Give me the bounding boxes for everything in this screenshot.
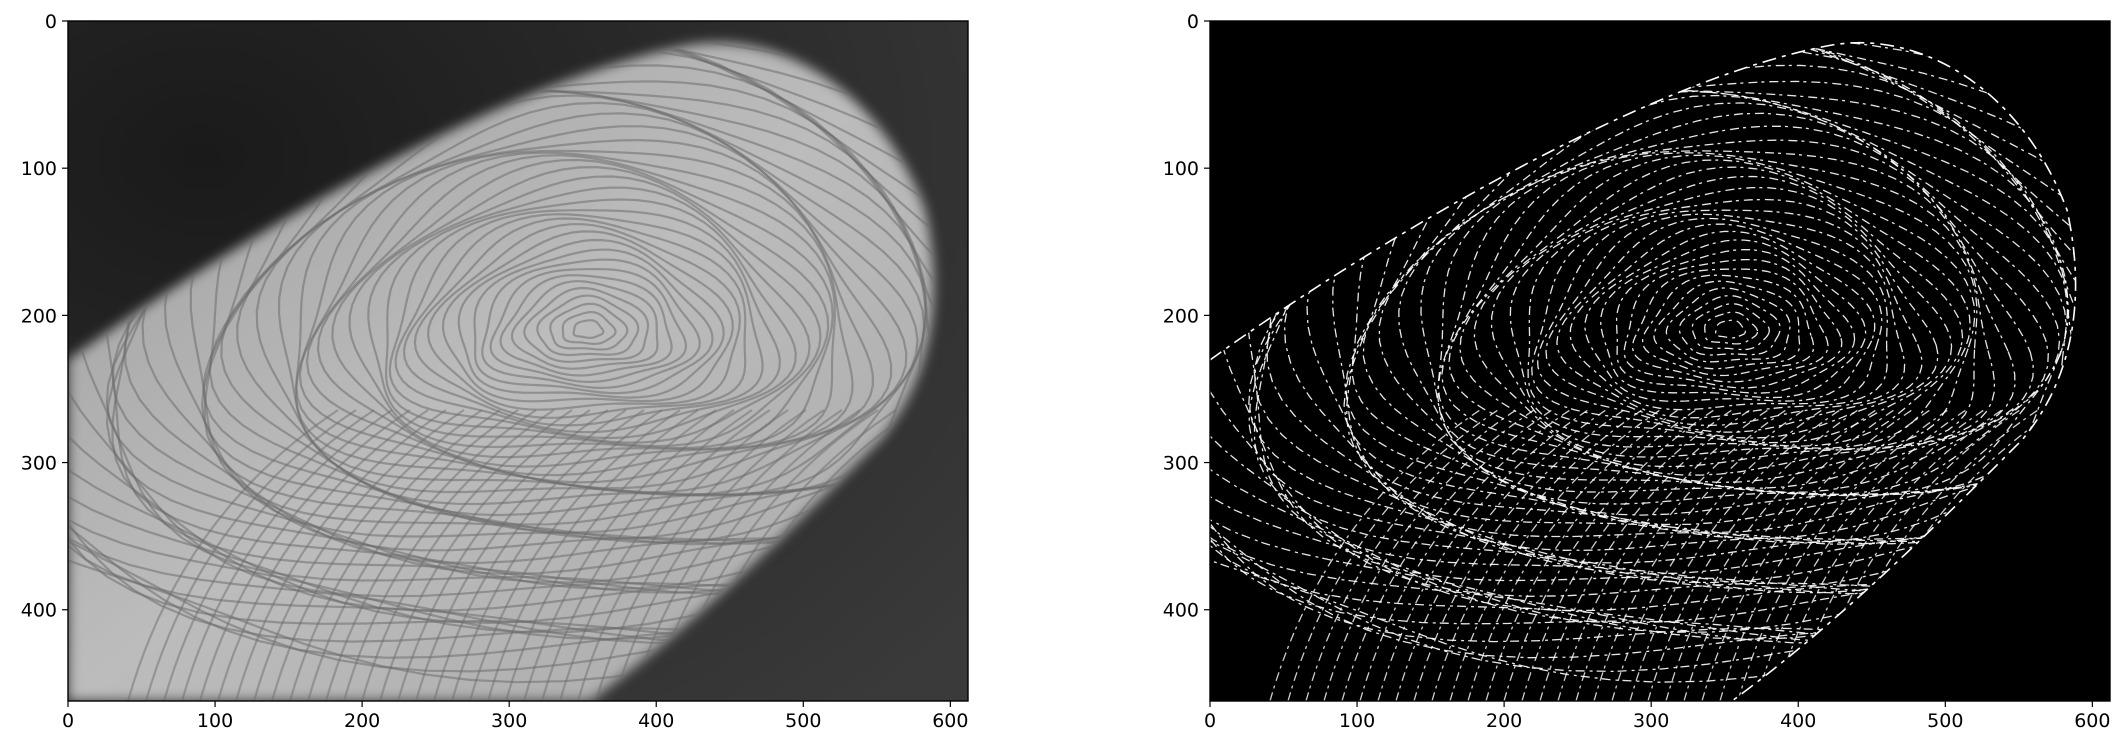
right-x-tick-label: 300 [1633,710,1669,732]
left-x-tick-label: 0 [62,710,74,732]
right-x-tick-label: 600 [2074,710,2110,732]
right-y-tick-label: 0 [1187,11,1199,33]
left-y-tick-label: 100 [21,158,57,180]
right-x-tick-label: 200 [1486,710,1522,732]
left-y-tick-label: 300 [21,453,57,475]
right-x-tick-label: 500 [1927,710,1963,732]
left-x-tick-label: 300 [491,710,527,732]
right-y-tick-label: 200 [1163,305,1199,327]
edges-background [1210,21,2110,701]
left-x-tick-label: 400 [638,710,674,732]
right-y-tick-label: 300 [1163,453,1199,475]
left-y-tick-label: 400 [21,600,57,622]
left-x-tick-label: 500 [785,710,821,732]
left-y-tick-label: 0 [45,11,57,33]
left-x-tick-label: 100 [197,710,233,732]
grayscale-fingerprint-photo: 0 100 200 300 400 500 600 0 100 200 300 400 [0,0,1236,732]
right-y-tick-label: 100 [1163,158,1199,180]
right-x-tick-label: 400 [1780,710,1816,732]
edge-detection-result: 0 100 200 300 400 500 600 0 100 200 300 400 [1054,0,2126,732]
right-x-tick-label: 0 [1204,710,1216,732]
right-y-tick-label: 400 [1163,600,1199,622]
left-x-tick-label: 600 [932,710,968,732]
right-x-tick-label: 100 [1339,710,1375,732]
left-x-tick-label: 200 [344,710,380,732]
left-y-tick-label: 200 [21,305,57,327]
